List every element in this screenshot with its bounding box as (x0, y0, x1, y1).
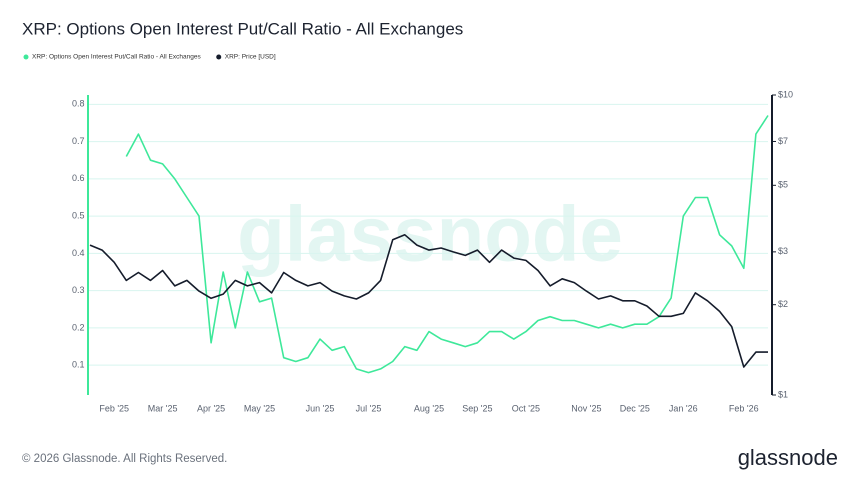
logo: glassnode (738, 445, 838, 470)
y-tick-label: 0.7 (72, 136, 85, 146)
x-tick-label: Dec '25 (620, 403, 650, 413)
y2-tick-label: $5 (778, 180, 788, 190)
y-tick-label: 0.2 (72, 322, 85, 332)
x-tick-label: Sep '25 (462, 403, 492, 413)
legend-marker (23, 54, 29, 60)
y-tick-label: 0.6 (72, 173, 85, 183)
watermark: glassnode (237, 190, 623, 278)
x-tick-label: Nov '25 (571, 403, 601, 413)
y-tick-label: 0.3 (72, 285, 85, 295)
x-tick-label: Jun '25 (306, 403, 335, 413)
x-tick-label: Apr '25 (197, 403, 225, 413)
x-tick-label: May '25 (244, 403, 275, 413)
y2-tick-label: $2 (778, 299, 788, 309)
y-tick-label: 0.1 (72, 360, 85, 370)
y-tick-label: 0.4 (72, 248, 85, 258)
y2-tick-label: $7 (778, 136, 788, 146)
legend: XRP: Options Open Interest Put/Call Rati… (23, 54, 276, 61)
footer: © 2026 Glassnode. All Rights Reserved. (22, 453, 227, 465)
series-line (89, 234, 768, 368)
x-tick-label: Feb '25 (99, 403, 129, 413)
legend-label: XRP: Options Open Interest Put/Call Rati… (32, 54, 201, 61)
x-tick-label: Mar '25 (148, 403, 178, 413)
x-tick-label: Aug '25 (414, 403, 444, 413)
chart-title: XRP: Options Open Interest Put/Call Rati… (22, 19, 463, 38)
series-line (125, 115, 769, 374)
y2-tick-label: $10 (778, 89, 793, 99)
y2-tick-label: $3 (778, 246, 788, 256)
legend-marker (216, 54, 222, 60)
y-tick-label: 0.5 (72, 210, 85, 220)
x-tick-label: Oct '25 (512, 403, 540, 413)
x-tick-label: Jul '25 (356, 403, 382, 413)
legend-label: XRP: Price [USD] (225, 54, 276, 61)
x-tick-label: Jan '26 (669, 403, 698, 413)
y-tick-label: 0.8 (72, 99, 85, 109)
x-tick-label: Feb '26 (729, 403, 759, 413)
y2-tick-label: $1 (778, 389, 788, 399)
